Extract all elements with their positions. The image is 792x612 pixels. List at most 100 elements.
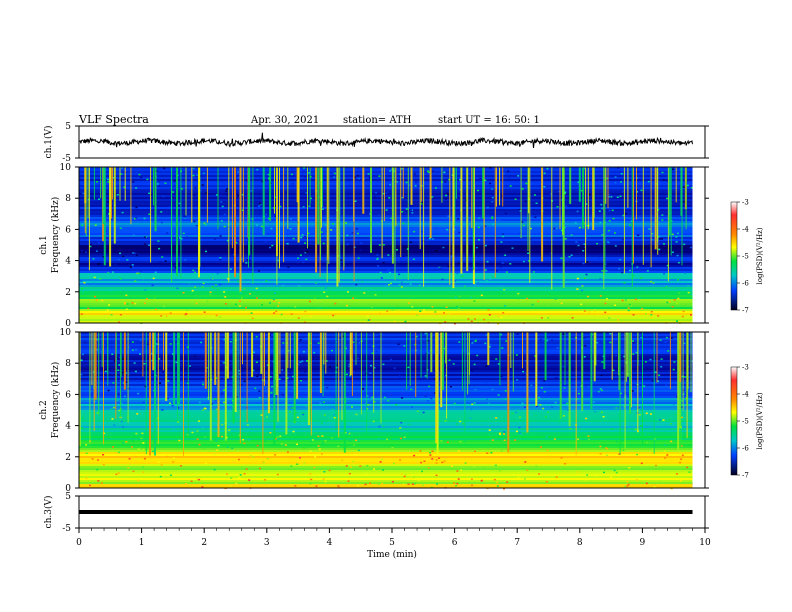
ch2-spectrogram-speckle	[615, 471, 618, 474]
ch1-spectrogram-speckle	[186, 309, 189, 312]
ch2-spectrogram-speckle	[296, 416, 299, 419]
ch1-spectrogram-speckle	[408, 302, 410, 304]
ch2-spectrogram-speckle	[411, 406, 413, 408]
ch1-spectrogram-speckle	[357, 177, 360, 180]
ch2-spectrogram-speckle	[159, 475, 162, 478]
ch2-spectrogram-speckle	[214, 398, 217, 400]
ch2-spectrogram-streak	[441, 332, 444, 390]
ch1-spectrogram-speckle	[523, 281, 526, 283]
ch2-spectrogram-speckle	[242, 439, 244, 441]
ch1-spectrogram-band	[79, 261, 693, 264]
ch2-spectrogram-speckle	[443, 460, 446, 462]
ch2-spectrogram-speckle	[374, 428, 377, 431]
ch2-spectrogram-speckle	[341, 459, 344, 462]
ch1-spectrogram-streak	[471, 167, 473, 229]
ch1-spectrogram-streak	[482, 167, 485, 219]
ch2-spectrogram-speckle	[113, 424, 116, 426]
ch2-spectrogram-speckle	[80, 373, 83, 376]
ch2-spectrogram-speckle	[307, 474, 310, 476]
ch1-spectrogram-speckle	[470, 320, 473, 322]
ch2-spectrogram-speckle	[352, 460, 355, 463]
ch2-spectrogram-speckle	[402, 483, 405, 486]
ch2-spectrogram-streak	[154, 332, 156, 456]
ch2-spectrogram-speckle	[538, 473, 540, 475]
ch2-spectrogram-speckle	[485, 365, 488, 367]
ch1-spectrogram-speckle	[475, 246, 478, 249]
ch1-spectrogram-speckle	[287, 266, 290, 268]
ch2-spectrogram-speckle	[112, 446, 115, 448]
ch1-spectrogram-speckle	[205, 250, 207, 253]
ch2-spectrogram-speckle	[89, 484, 91, 487]
ch2-spectrogram-speckle	[596, 342, 599, 344]
ch1-colorbar-tick-label: -4	[742, 226, 749, 234]
ch2-spectrogram-speckle	[523, 406, 526, 408]
ch2-spectrogram-speckle	[506, 481, 509, 483]
ch2-spectrogram-speckle	[230, 477, 233, 479]
ch2-spectrogram-streak	[319, 332, 322, 393]
ch2-spectrogram-speckle	[543, 391, 546, 393]
ch2-spectrogram-band	[79, 346, 693, 349]
ch1-spectrogram-speckle	[283, 174, 286, 176]
ch1-spectrogram-speckle	[657, 243, 660, 245]
ch2-spectrogram-speckle	[583, 356, 586, 358]
ch1-spectrogram-speckle	[178, 230, 181, 233]
ch1-spectrogram-speckle	[631, 313, 634, 315]
ch1-spectrogram-streak	[112, 167, 113, 200]
ch2-spectrogram-speckle	[142, 401, 145, 404]
ch2-spectrogram-speckle	[626, 485, 629, 487]
ch2-spectrogram-speckle	[391, 447, 394, 449]
ch2-spectrogram-speckle	[178, 439, 181, 442]
ch1-spectrogram-speckle	[277, 305, 280, 307]
ch1-spectrogram-speckle	[424, 290, 427, 292]
ch2-spectrogram-streak	[177, 332, 178, 420]
ch1-spectrogram-speckle	[309, 300, 311, 303]
ch1-spectrogram-speckle	[671, 251, 674, 253]
ch2-spectrogram-speckle	[249, 454, 252, 457]
ch1-spectrogram-speckle	[607, 229, 610, 232]
ch1-spectrogram-speckle	[402, 255, 405, 257]
ch2-spectrogram-speckle	[202, 412, 205, 414]
ch1-spectrogram-speckle	[185, 313, 188, 315]
ch1-spectrogram-speckle	[578, 226, 581, 229]
ch2-spectrogram-speckle	[680, 480, 682, 482]
ch2-spectrogram-streak	[569, 332, 571, 386]
ch2-spectrogram-streak	[461, 332, 463, 391]
ch2-spectrogram-speckle	[610, 428, 613, 430]
ch2-spectrogram-streak	[89, 332, 91, 445]
ch1-spectrogram-streak	[248, 167, 249, 268]
ch2-spectrogram-streak	[335, 332, 337, 431]
ch2-spectrogram-streak	[535, 332, 538, 406]
ch1-spectrogram-speckle	[491, 201, 494, 203]
ch2-spectrogram-speckle	[428, 385, 431, 388]
ch1-spectrogram-streak	[102, 167, 105, 224]
ch2-spectrogram-speckle	[82, 419, 85, 422]
ch2-spectrogram-speckle	[594, 410, 597, 413]
ch2-spectrogram-speckle	[120, 402, 123, 404]
ch2-spectrogram-speckle	[473, 363, 476, 366]
ch1-waveform-ytick-label: -5	[62, 154, 71, 164]
ch1-spectrogram-speckle	[658, 238, 661, 240]
ch2-spectrogram-speckle	[471, 403, 474, 405]
ch2-spectrogram-streak	[208, 332, 209, 400]
ch2-spectrogram-speckle	[516, 409, 519, 412]
ch2-spectrogram-speckle	[256, 374, 259, 376]
ch1-spectrogram-speckle	[548, 273, 551, 275]
ch1-spectrogram-speckle	[582, 262, 585, 265]
ch2-spectrogram-speckle	[509, 448, 511, 450]
ch2-spectrogram-band	[79, 336, 693, 339]
ch1-spectrogram-speckle	[230, 216, 233, 219]
ch1-spectrogram-speckle	[179, 237, 182, 239]
ch2-spectrogram-speckle	[551, 406, 554, 408]
ch1-spectrogram-speckle	[553, 227, 556, 230]
ch2-spectrogram-speckle	[320, 453, 323, 455]
ch1-spectrogram-speckle	[663, 243, 665, 245]
ch2-spectrogram-speckle	[488, 402, 491, 405]
ch2-spectrogram-streak	[349, 332, 352, 376]
ch2-spectrogram-speckle	[281, 369, 284, 371]
ch1-spectrogram-speckle	[176, 287, 179, 290]
ch1-spectrogram-ytick-label: 10	[60, 163, 72, 173]
ch1-spectrogram-speckle	[332, 171, 335, 173]
ch2-spectrogram-streak	[107, 332, 109, 386]
ch2-spectrogram-speckle	[301, 360, 304, 362]
